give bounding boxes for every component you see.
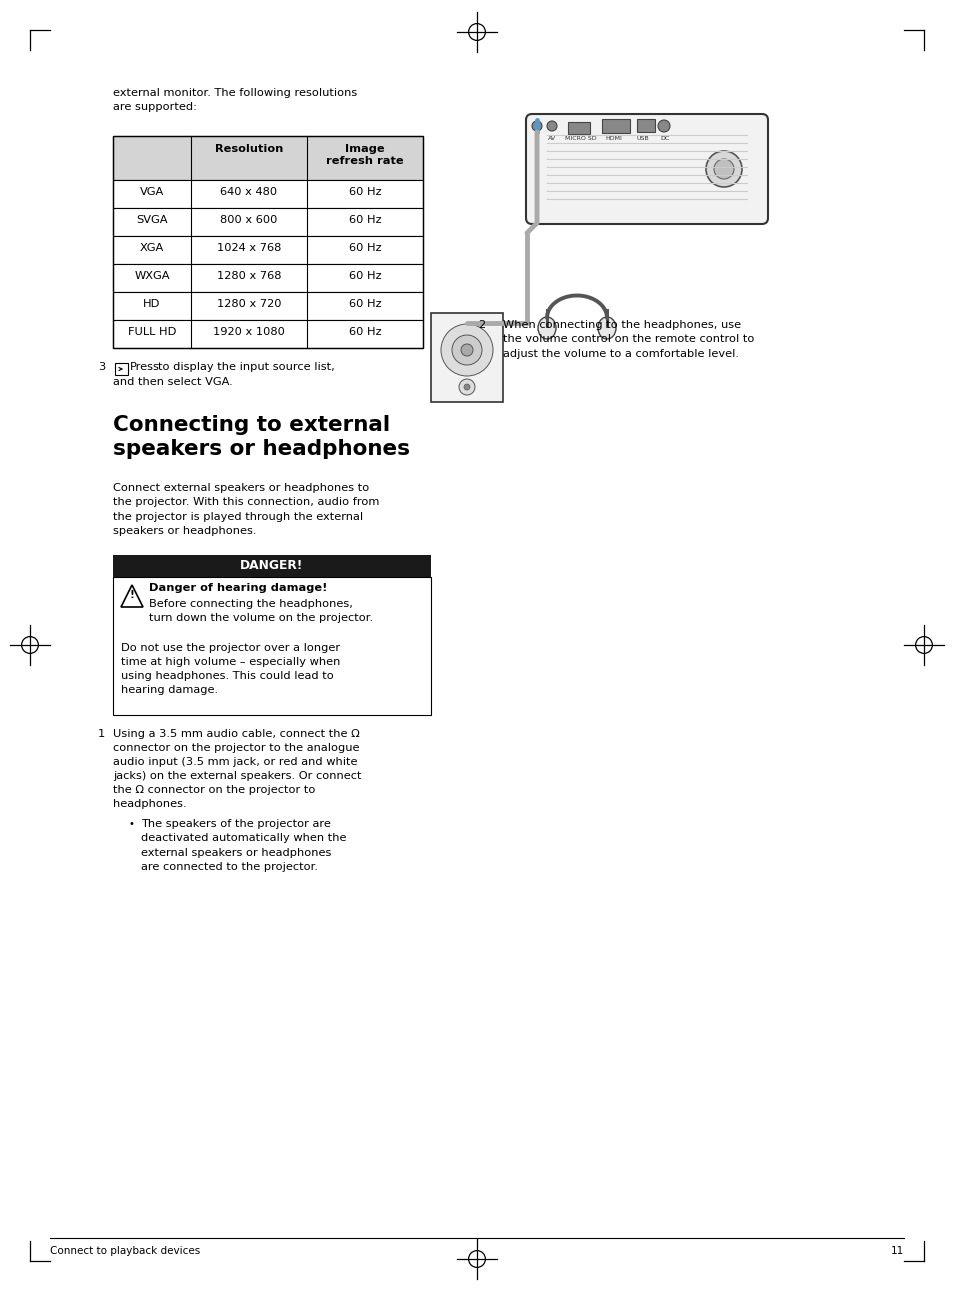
- Circle shape: [546, 121, 557, 130]
- Text: Using a 3.5 mm audio cable, connect the Ω: Using a 3.5 mm audio cable, connect the …: [112, 729, 359, 738]
- FancyBboxPatch shape: [112, 208, 422, 236]
- FancyBboxPatch shape: [112, 136, 422, 179]
- Circle shape: [440, 324, 493, 376]
- Text: Do not use the projector over a longer
time at high volume – especially when
usi: Do not use the projector over a longer t…: [121, 643, 340, 695]
- Ellipse shape: [537, 318, 556, 340]
- Ellipse shape: [598, 318, 616, 340]
- Text: to display the input source list,: to display the input source list,: [158, 361, 335, 372]
- Text: DC: DC: [659, 136, 669, 141]
- Text: VGA: VGA: [140, 187, 164, 198]
- Text: FULL HD: FULL HD: [128, 327, 176, 337]
- FancyBboxPatch shape: [112, 179, 422, 208]
- Text: headphones.: headphones.: [112, 799, 187, 809]
- Text: 60 Hz: 60 Hz: [349, 243, 381, 253]
- Circle shape: [713, 159, 733, 179]
- FancyBboxPatch shape: [431, 312, 502, 402]
- Text: the Ω connector on the projector to: the Ω connector on the projector to: [112, 785, 315, 795]
- Text: 1920 x 1080: 1920 x 1080: [213, 327, 285, 337]
- Text: When connecting to the headphones, use
the volume control on the remote control : When connecting to the headphones, use t…: [502, 320, 754, 359]
- FancyBboxPatch shape: [112, 236, 422, 263]
- Text: 60 Hz: 60 Hz: [349, 300, 381, 309]
- Text: external monitor. The following resolutions
are supported:: external monitor. The following resoluti…: [112, 88, 356, 112]
- Text: WXGA: WXGA: [134, 271, 170, 281]
- FancyBboxPatch shape: [112, 292, 422, 320]
- FancyBboxPatch shape: [112, 555, 431, 577]
- Circle shape: [452, 334, 481, 365]
- Text: 60 Hz: 60 Hz: [349, 216, 381, 225]
- FancyBboxPatch shape: [112, 577, 431, 715]
- Text: 3: 3: [97, 361, 105, 372]
- Text: Image
refresh rate: Image refresh rate: [326, 145, 403, 167]
- FancyBboxPatch shape: [525, 114, 767, 225]
- Circle shape: [705, 151, 741, 187]
- Text: Resolution: Resolution: [214, 145, 283, 154]
- Text: audio input (3.5 mm jack, or red and white: audio input (3.5 mm jack, or red and whi…: [112, 757, 357, 767]
- Text: HD: HD: [143, 300, 160, 309]
- Text: and then select VGA.: and then select VGA.: [112, 377, 233, 387]
- Text: 640 x 480: 640 x 480: [220, 187, 277, 198]
- Text: 800 x 600: 800 x 600: [220, 216, 277, 225]
- Text: DANGER!: DANGER!: [240, 559, 303, 572]
- Circle shape: [532, 121, 541, 130]
- Text: SVGA: SVGA: [136, 216, 168, 225]
- Text: Press: Press: [130, 361, 160, 372]
- FancyBboxPatch shape: [601, 119, 629, 133]
- Text: •: •: [128, 818, 133, 829]
- Text: 1: 1: [97, 729, 105, 738]
- Text: USB: USB: [637, 136, 649, 141]
- Text: Danger of hearing damage!: Danger of hearing damage!: [149, 584, 327, 593]
- Text: 60 Hz: 60 Hz: [349, 187, 381, 198]
- Text: !: !: [130, 590, 134, 600]
- FancyBboxPatch shape: [567, 123, 589, 134]
- Text: 1280 x 720: 1280 x 720: [216, 300, 281, 309]
- Circle shape: [458, 380, 475, 395]
- Text: AV: AV: [547, 136, 556, 141]
- Text: MICRO SD: MICRO SD: [564, 136, 596, 141]
- FancyBboxPatch shape: [112, 263, 422, 292]
- Text: 1024 x 768: 1024 x 768: [216, 243, 281, 253]
- FancyBboxPatch shape: [637, 119, 655, 132]
- FancyBboxPatch shape: [115, 363, 128, 374]
- Text: XGA: XGA: [140, 243, 164, 253]
- Text: 2: 2: [477, 320, 484, 330]
- Text: Connect to playback devices: Connect to playback devices: [50, 1246, 200, 1256]
- Circle shape: [460, 343, 473, 356]
- Text: The speakers of the projector are
deactivated automatically when the
external sp: The speakers of the projector are deacti…: [141, 818, 346, 873]
- Text: jacks) on the external speakers. Or connect: jacks) on the external speakers. Or conn…: [112, 771, 361, 781]
- Text: 1280 x 768: 1280 x 768: [216, 271, 281, 281]
- FancyBboxPatch shape: [112, 320, 422, 349]
- Text: Connecting to external
speakers or headphones: Connecting to external speakers or headp…: [112, 414, 410, 460]
- Circle shape: [463, 383, 470, 390]
- Text: Before connecting the headphones,
turn down the volume on the projector.: Before connecting the headphones, turn d…: [149, 599, 373, 624]
- Text: 60 Hz: 60 Hz: [349, 327, 381, 337]
- Circle shape: [658, 120, 669, 132]
- Text: connector on the projector to the analogue: connector on the projector to the analog…: [112, 744, 359, 753]
- Text: 11: 11: [890, 1246, 903, 1256]
- Text: HDMI: HDMI: [604, 136, 621, 141]
- Text: 60 Hz: 60 Hz: [349, 271, 381, 281]
- Polygon shape: [121, 585, 143, 607]
- Text: Connect external speakers or headphones to
the projector. With this connection, : Connect external speakers or headphones …: [112, 483, 379, 536]
